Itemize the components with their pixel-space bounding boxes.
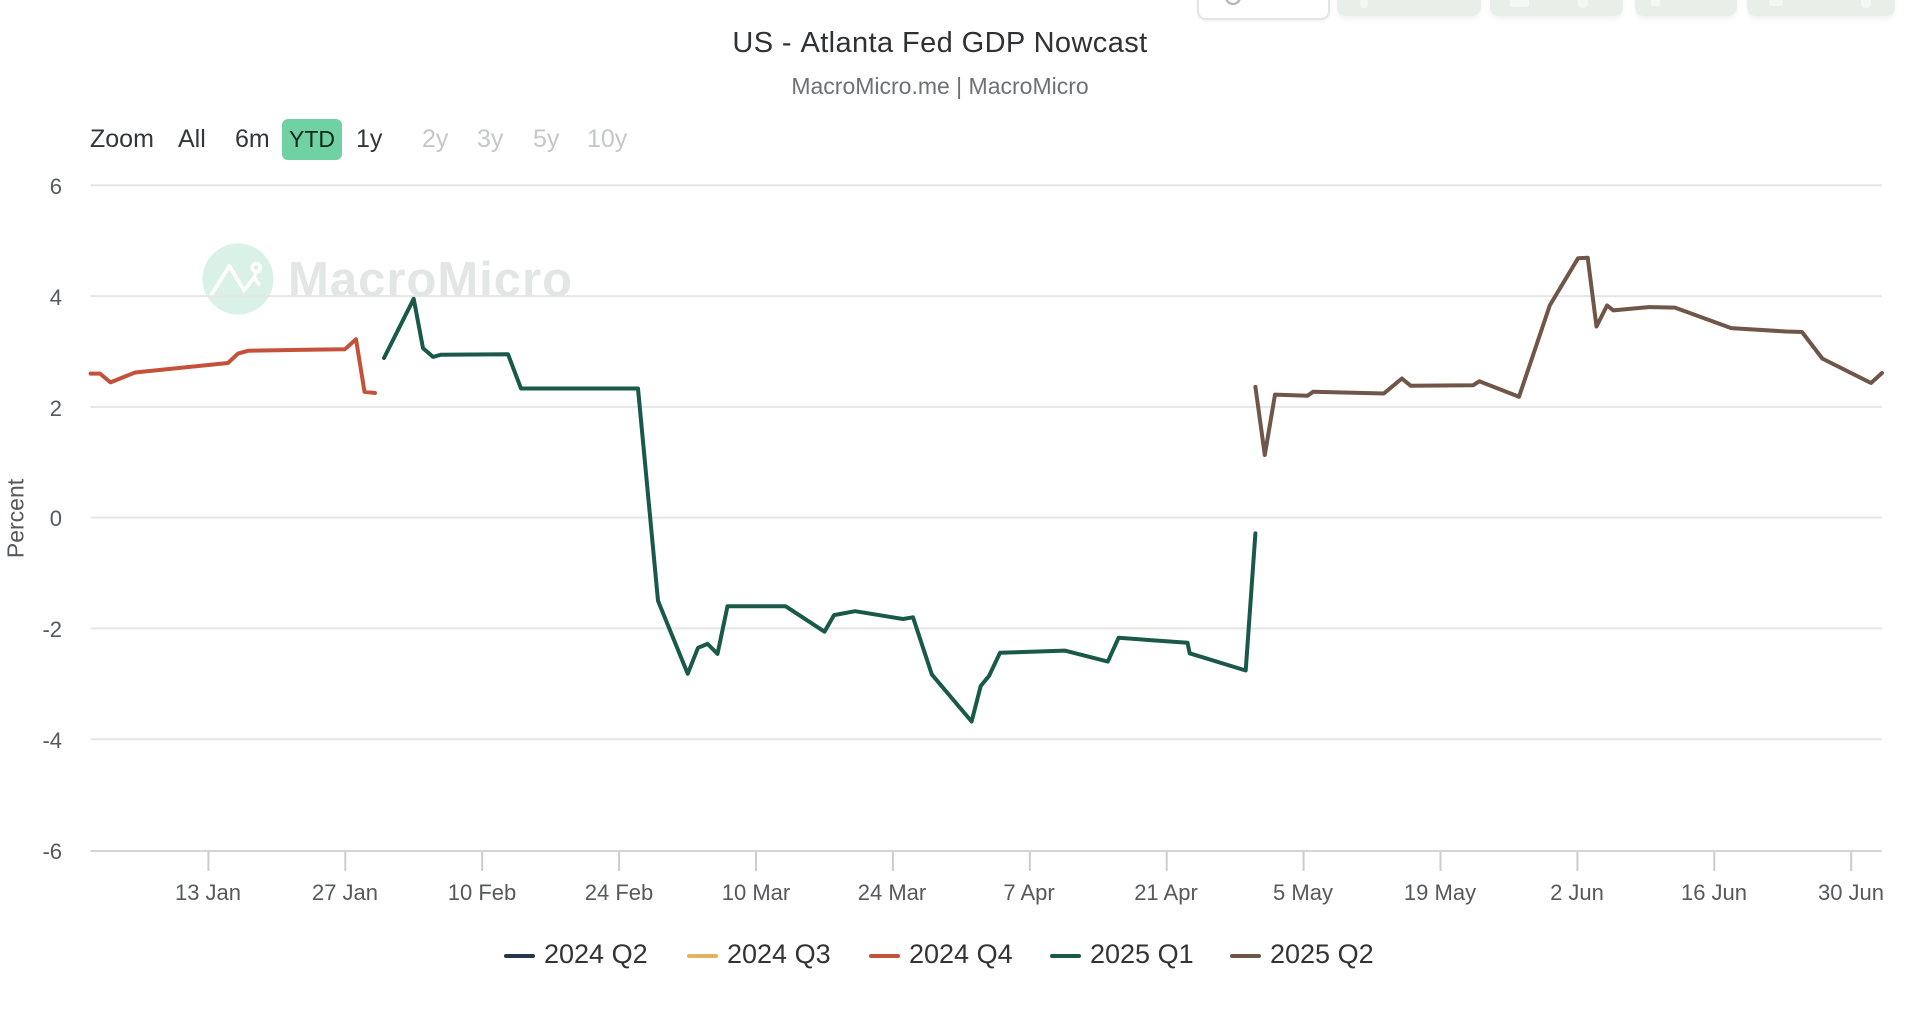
- svg-text:MacroMicro: MacroMicro: [288, 253, 573, 307]
